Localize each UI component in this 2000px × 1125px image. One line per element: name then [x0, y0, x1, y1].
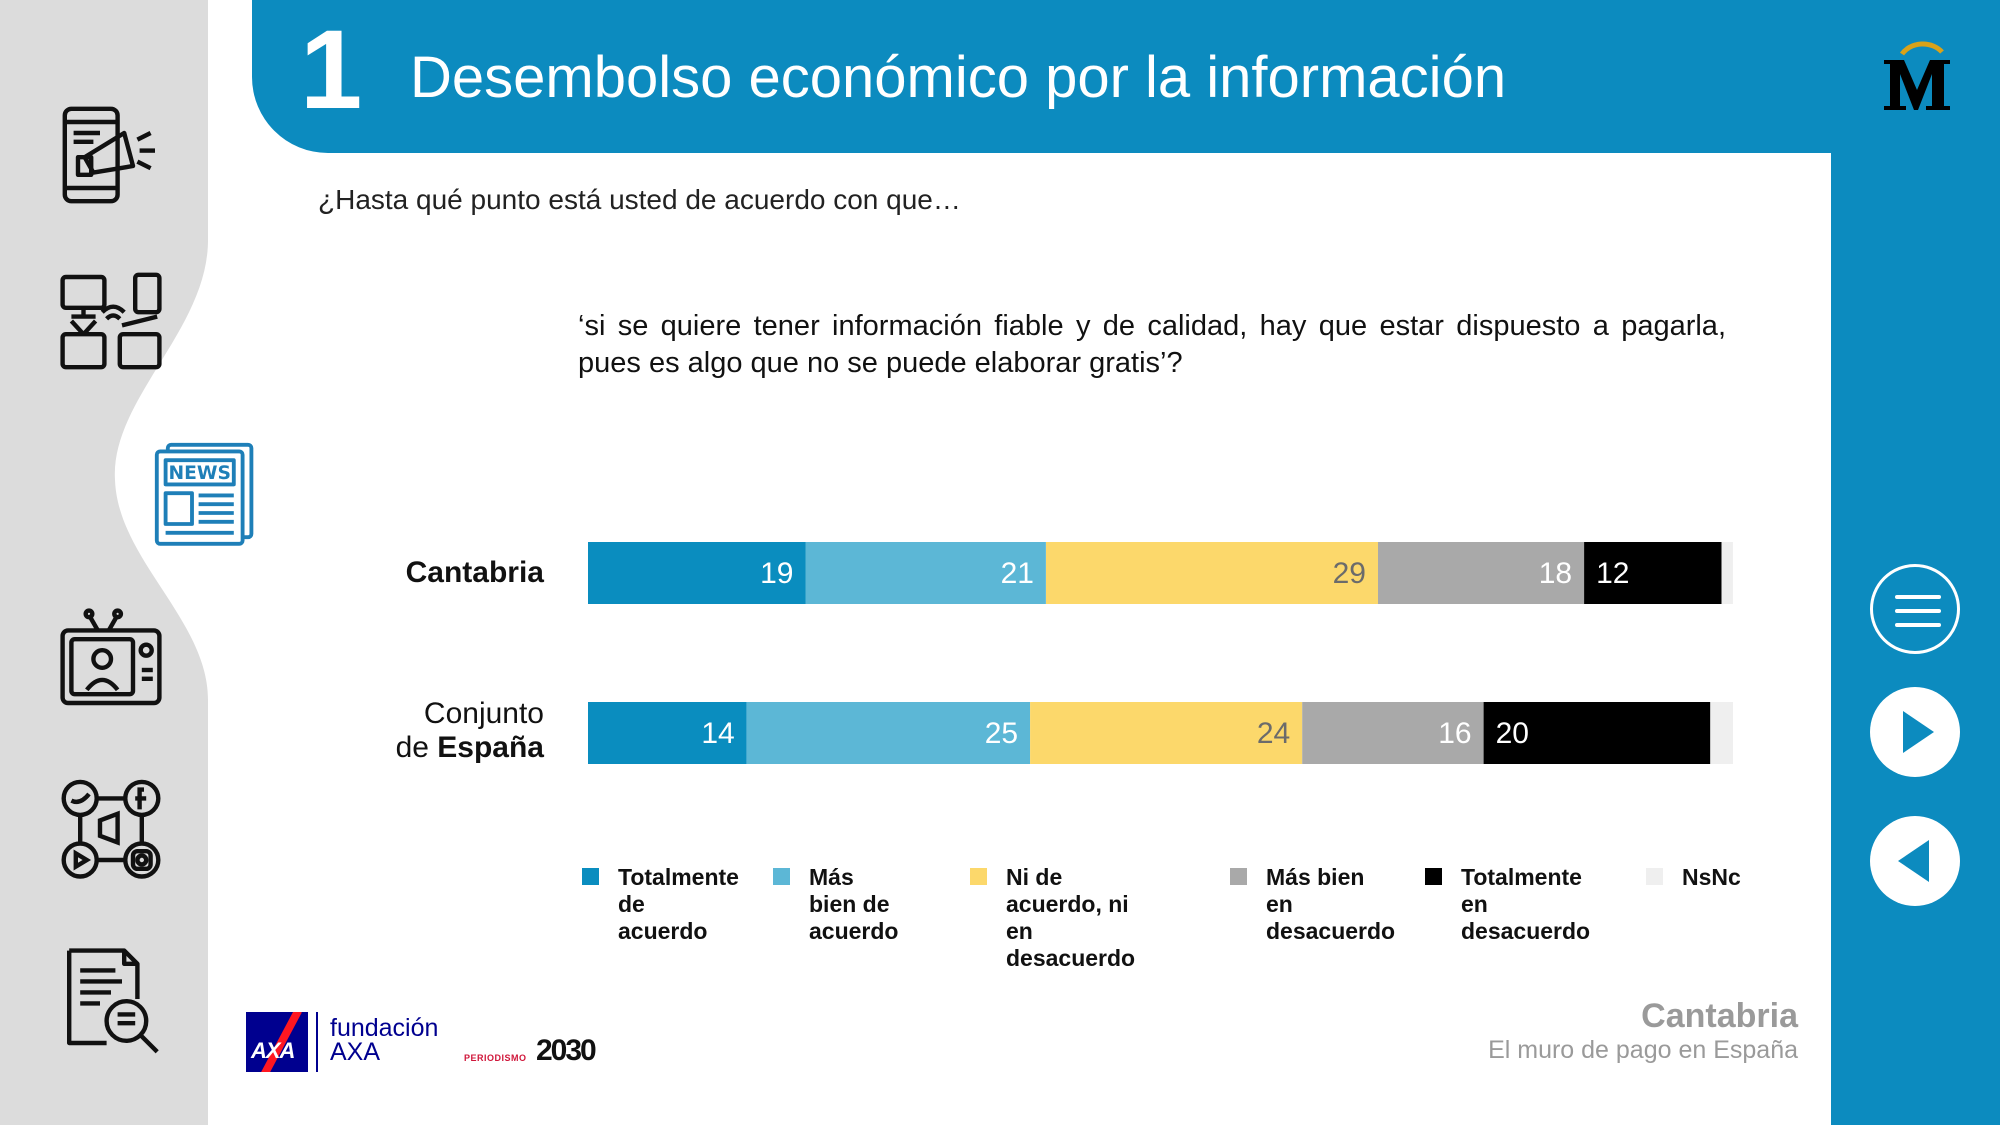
svg-text:NEWS: NEWS: [168, 463, 230, 484]
next-arrow-icon: [1903, 711, 1934, 753]
header-banner: [252, 0, 1832, 153]
data-label-1-4: 20: [1496, 717, 1529, 750]
data-label-1-0: 14: [701, 717, 734, 750]
data-label-0-1: 21: [1001, 557, 1034, 590]
legend-label: NsNc: [1682, 864, 1741, 890]
logo-divider: [316, 1012, 318, 1072]
row-label-espana: Conjunto de España: [395, 697, 544, 764]
document-search-icon[interactable]: [56, 944, 166, 1054]
right-navigation-panel: [1831, 0, 2000, 1125]
legend-label: Más bien en desacuerdo: [1266, 864, 1396, 944]
bar-segment-1-1: [746, 702, 1031, 764]
social-media-icon[interactable]: [56, 772, 166, 882]
data-label-1-3: 16: [1438, 717, 1471, 750]
menu-button[interactable]: [1870, 564, 1960, 654]
data-label-1-1: 25: [985, 717, 1018, 750]
next-button[interactable]: [1870, 687, 1960, 777]
data-label-0-0: 19: [760, 557, 793, 590]
legend-label: Ni de acuerdo, ni en desacuerdo: [1006, 864, 1136, 971]
legend-label: Totalmente de acuerdo: [618, 864, 739, 944]
prev-arrow-icon: [1898, 840, 1929, 882]
footer-region: Cantabria: [1641, 997, 1798, 1035]
bar-segment-0-5: [1721, 542, 1733, 604]
publisher-logo: [1880, 40, 1954, 114]
legend-swatch: [1646, 868, 1663, 885]
bar-segment-0-0: [588, 542, 806, 604]
bar-segment-1-4: [1483, 702, 1711, 764]
phone-megaphone-icon[interactable]: [56, 100, 166, 210]
bar-segment-1-3: [1302, 702, 1484, 764]
survey-subtitle: ¿Hasta qué punto está usted de acuerdo c…: [318, 184, 961, 215]
legend-label: Totalmente en desacuerdo: [1461, 864, 1591, 944]
legend-swatch: [582, 868, 599, 885]
page-title: Desembolso económico por la información: [410, 45, 1507, 110]
legend-swatch: [970, 868, 987, 885]
data-label-1-2: 24: [1257, 717, 1290, 750]
bar-segment-0-3: [1378, 542, 1585, 604]
legend-swatch: [773, 868, 790, 885]
previous-button[interactable]: [1870, 816, 1960, 906]
devices-icon[interactable]: [56, 266, 166, 376]
fundacion-axa-text: fundación AXA: [330, 1014, 439, 1066]
television-icon[interactable]: [56, 604, 166, 714]
section-number: 1: [300, 7, 363, 132]
menu-icon: [1895, 595, 1941, 599]
row-label-cantabria: Cantabria: [405, 556, 544, 589]
legend-label: Más bien de acuerdo: [809, 864, 899, 944]
data-label-0-2: 29: [1333, 557, 1366, 590]
bar-segment-0-2: [1046, 542, 1379, 604]
newspaper-icon[interactable]: NEWS: [148, 436, 258, 546]
bar-segment-1-0: [588, 702, 747, 764]
data-label-0-3: 18: [1539, 557, 1572, 590]
periodismo-2030-logo: PERIODISMO 2030: [464, 1034, 597, 1067]
bar-segment-0-4: [1584, 542, 1722, 604]
bar-segment-0-1: [805, 542, 1046, 604]
legend-swatch: [1230, 868, 1247, 885]
bar-segment-1-2: [1030, 702, 1303, 764]
axa-logo: AXA: [246, 1012, 308, 1072]
footer-report-title: El muro de pago en España: [1488, 1036, 1798, 1064]
bar-segment-1-5: [1710, 702, 1733, 764]
survey-question: ‘si se quiere tener información fiable y…: [578, 310, 1726, 379]
data-label-0-4: 12: [1596, 557, 1629, 590]
legend-swatch: [1425, 868, 1442, 885]
